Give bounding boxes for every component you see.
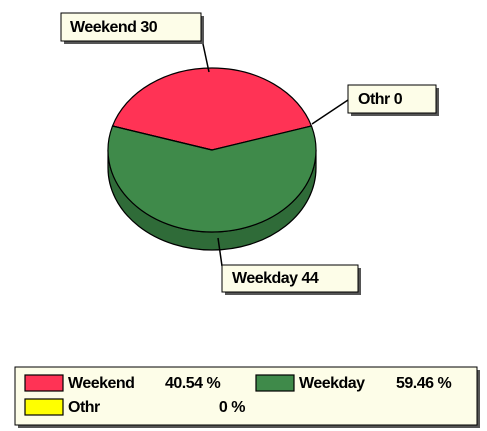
label-value: 0 — [394, 91, 403, 108]
pie-slice — [111, 125, 213, 151]
label-value: 44 — [302, 270, 319, 287]
legend-swatch — [255, 374, 295, 392]
legend — [14, 366, 478, 426]
pie — [107, 67, 317, 251]
label-value: 30 — [140, 19, 157, 36]
label-box — [221, 264, 359, 293]
label-category: Weekday — [232, 270, 298, 287]
leader-line — [311, 99, 349, 125]
label-box — [347, 84, 437, 114]
legend-swatch — [24, 374, 64, 392]
slice-label: Weekday 44 — [232, 270, 319, 287]
pie-slice — [111, 67, 313, 151]
legend-percent: 40.54 % — [165, 375, 220, 392]
legend-items: Weekend 40.54 % Weekday 59.46 % Othr 0 % — [24, 374, 452, 416]
legend-label: Weekend — [68, 375, 134, 392]
label-category: Weekend — [70, 19, 136, 36]
legend-percent: 0 % — [219, 399, 245, 416]
slice-label: Weekend 30 — [70, 19, 158, 36]
slice-label: Othr 0 — [358, 91, 403, 108]
legend-swatch — [24, 398, 64, 416]
legend-label: Othr — [68, 399, 100, 416]
legend-percent: 59.46 % — [396, 375, 451, 392]
label-category: Othr — [358, 91, 390, 108]
legend-label: Weekday — [299, 375, 365, 392]
label-box — [60, 12, 202, 42]
leader-line — [217, 237, 223, 267]
pie-slice — [107, 125, 317, 233]
